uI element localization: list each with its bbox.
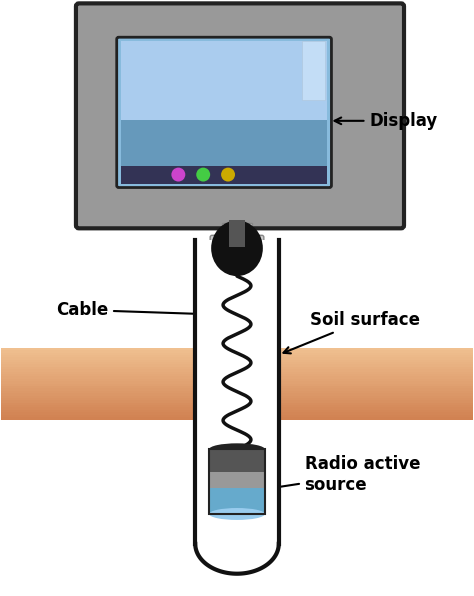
Bar	[279, 381, 473, 384]
Bar	[279, 348, 473, 351]
Bar	[279, 393, 473, 396]
Bar	[1, 412, 195, 415]
Bar	[279, 417, 473, 420]
Bar	[1, 408, 195, 411]
Bar	[195, 240, 279, 544]
Bar	[1, 355, 195, 358]
Bar	[209, 449, 265, 514]
Bar	[1, 396, 195, 399]
Bar	[1, 372, 195, 375]
Bar	[279, 384, 473, 387]
Bar	[1, 398, 195, 401]
Bar	[1, 370, 195, 372]
Bar	[279, 372, 473, 375]
Circle shape	[221, 167, 235, 182]
Bar	[279, 370, 473, 372]
Text: Radio active
source: Radio active source	[270, 455, 420, 493]
Bar	[1, 403, 195, 406]
Bar	[279, 412, 473, 415]
Bar	[279, 353, 473, 356]
Text: Cable: Cable	[56, 301, 224, 319]
Bar	[1, 389, 195, 392]
Bar	[1, 350, 195, 353]
Bar	[121, 166, 328, 184]
Bar	[1, 381, 195, 384]
Bar	[279, 358, 473, 361]
Bar	[279, 396, 473, 399]
Bar	[209, 488, 265, 514]
Bar	[279, 362, 473, 365]
Bar	[1, 405, 195, 408]
Bar	[279, 379, 473, 382]
Bar	[279, 391, 473, 394]
Circle shape	[172, 167, 185, 182]
Bar	[279, 367, 473, 370]
Bar	[279, 355, 473, 358]
Bar	[279, 410, 473, 413]
Bar	[279, 389, 473, 392]
Bar	[1, 374, 195, 377]
Bar	[1, 417, 195, 420]
Bar	[1, 365, 195, 368]
Bar	[279, 405, 473, 408]
Text: Soil surface: Soil surface	[283, 311, 419, 353]
Bar	[279, 374, 473, 377]
Ellipse shape	[209, 443, 265, 455]
Bar	[279, 398, 473, 401]
Bar	[1, 353, 195, 356]
Bar	[279, 350, 473, 353]
Bar	[279, 401, 473, 403]
Bar	[1, 348, 195, 351]
Bar	[209, 472, 265, 488]
Bar	[301, 41, 326, 100]
Bar	[1, 377, 195, 380]
Bar	[1, 358, 195, 361]
FancyBboxPatch shape	[117, 37, 331, 188]
Ellipse shape	[211, 221, 263, 276]
Bar	[209, 449, 265, 472]
Bar	[1, 379, 195, 382]
Bar	[1, 415, 195, 418]
Bar	[1, 384, 195, 387]
Bar	[279, 408, 473, 411]
Ellipse shape	[209, 508, 265, 520]
Bar	[1, 386, 195, 389]
Bar	[1, 362, 195, 365]
Bar	[121, 120, 328, 171]
Bar	[279, 377, 473, 380]
Bar	[1, 391, 195, 394]
Bar	[1, 410, 195, 413]
Circle shape	[196, 167, 210, 182]
Bar	[1, 401, 195, 403]
Bar	[121, 41, 328, 122]
Bar	[279, 403, 473, 406]
Bar	[279, 415, 473, 418]
Bar	[1, 367, 195, 370]
Polygon shape	[195, 544, 279, 574]
Bar	[1, 360, 195, 363]
Text: Display: Display	[335, 112, 438, 130]
Bar	[279, 360, 473, 363]
Bar	[222, 224, 252, 241]
Bar	[1, 393, 195, 396]
FancyBboxPatch shape	[210, 235, 264, 247]
Bar	[279, 386, 473, 389]
Bar	[279, 365, 473, 368]
Bar	[229, 221, 245, 247]
FancyBboxPatch shape	[76, 4, 404, 228]
